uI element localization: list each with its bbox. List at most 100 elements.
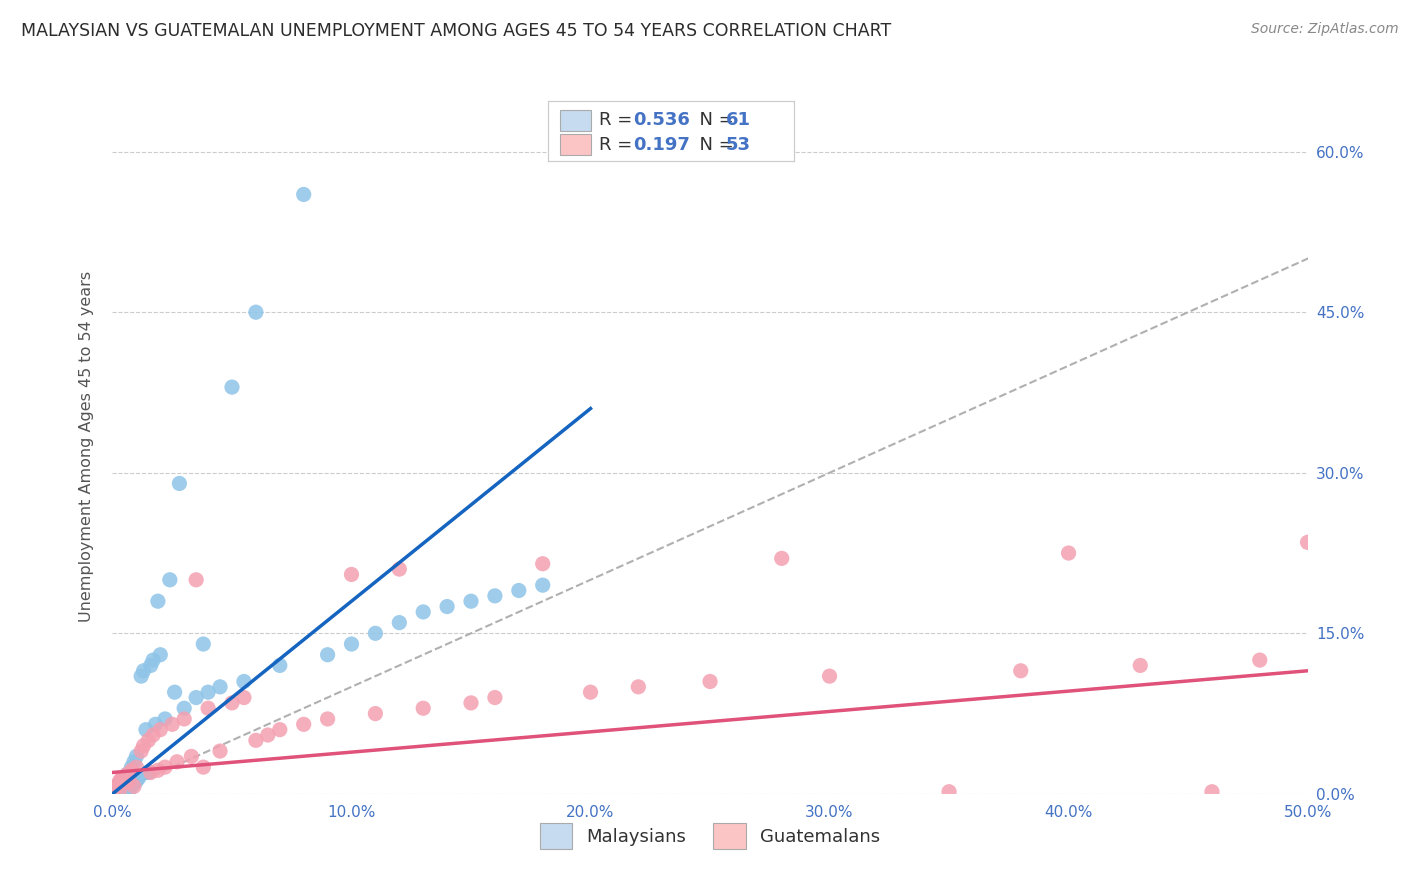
- Point: [108, 774, 131, 789]
- Point: [129, 669, 152, 683]
- Point: [412, 701, 434, 715]
- Point: [125, 749, 148, 764]
- Point: [108, 776, 131, 790]
- Point: [139, 765, 162, 780]
- Point: [139, 658, 162, 673]
- Point: [531, 557, 554, 571]
- Point: [197, 701, 219, 715]
- Point: [146, 764, 169, 778]
- Point: [186, 573, 208, 587]
- Point: [770, 551, 793, 566]
- Point: [508, 583, 530, 598]
- Point: [436, 599, 458, 614]
- Point: [364, 626, 387, 640]
- Point: [121, 764, 143, 778]
- Point: [364, 706, 387, 721]
- Point: [114, 782, 135, 797]
- Point: [118, 774, 141, 789]
- Point: [269, 723, 291, 737]
- Point: [699, 674, 721, 689]
- Point: [121, 778, 143, 792]
- Point: [388, 562, 411, 576]
- Point: [118, 774, 141, 789]
- Point: [209, 744, 232, 758]
- Point: [108, 780, 131, 795]
- Point: [484, 589, 506, 603]
- Point: [105, 778, 128, 792]
- Point: [257, 728, 280, 742]
- Text: 0.536: 0.536: [633, 112, 689, 129]
- Point: [111, 774, 134, 789]
- Point: [316, 648, 339, 662]
- Point: [114, 771, 135, 785]
- Point: [388, 615, 411, 630]
- Y-axis label: Unemployment Among Ages 45 to 54 years: Unemployment Among Ages 45 to 54 years: [79, 270, 94, 622]
- Point: [340, 637, 363, 651]
- Text: N =: N =: [688, 112, 740, 129]
- Point: [146, 594, 169, 608]
- Text: 61: 61: [725, 112, 751, 129]
- Point: [149, 723, 172, 737]
- Point: [163, 685, 186, 699]
- Point: [104, 783, 127, 797]
- Point: [149, 648, 172, 662]
- Point: [153, 760, 176, 774]
- Point: [159, 573, 181, 587]
- Point: [115, 767, 138, 781]
- Point: [1201, 785, 1223, 799]
- Point: [125, 774, 148, 789]
- Point: [118, 783, 141, 797]
- Point: [340, 567, 363, 582]
- Point: [115, 776, 138, 790]
- Point: [142, 728, 165, 742]
- Point: [1057, 546, 1080, 560]
- Point: [111, 783, 134, 797]
- Point: [129, 744, 152, 758]
- Point: [173, 701, 195, 715]
- Point: [1296, 535, 1319, 549]
- Point: [122, 776, 145, 790]
- Point: [108, 783, 131, 797]
- Point: [153, 712, 176, 726]
- Point: [128, 771, 150, 785]
- Point: [125, 760, 148, 774]
- Point: [292, 717, 315, 731]
- Point: [627, 680, 650, 694]
- Point: [197, 685, 219, 699]
- Point: [132, 664, 155, 678]
- Point: [138, 733, 160, 747]
- Point: [221, 696, 243, 710]
- Point: [484, 690, 506, 705]
- Point: [105, 782, 128, 797]
- Point: [186, 690, 208, 705]
- Point: [114, 778, 135, 792]
- Point: [122, 755, 145, 769]
- Point: [111, 771, 134, 785]
- Text: 53: 53: [725, 136, 751, 153]
- Legend: Malaysians, Guatemalans: Malaysians, Guatemalans: [527, 811, 893, 862]
- Point: [138, 765, 160, 780]
- Point: [245, 733, 267, 747]
- Point: [142, 653, 165, 667]
- Point: [180, 749, 202, 764]
- Point: [460, 594, 482, 608]
- Text: Source: ZipAtlas.com: Source: ZipAtlas.com: [1251, 22, 1399, 37]
- Point: [316, 712, 339, 726]
- Point: [104, 782, 127, 797]
- Text: R =: R =: [599, 112, 638, 129]
- Point: [292, 187, 315, 202]
- Point: [121, 760, 143, 774]
- Point: [1249, 653, 1271, 667]
- Text: N =: N =: [688, 136, 740, 153]
- Point: [233, 674, 256, 689]
- Point: [111, 781, 134, 796]
- Point: [193, 637, 215, 651]
- Point: [122, 780, 145, 794]
- Point: [118, 765, 141, 780]
- Point: [105, 778, 128, 792]
- Point: [105, 785, 128, 799]
- Point: [166, 755, 188, 769]
- Text: R =: R =: [599, 136, 638, 153]
- Point: [169, 476, 191, 491]
- Point: [145, 717, 167, 731]
